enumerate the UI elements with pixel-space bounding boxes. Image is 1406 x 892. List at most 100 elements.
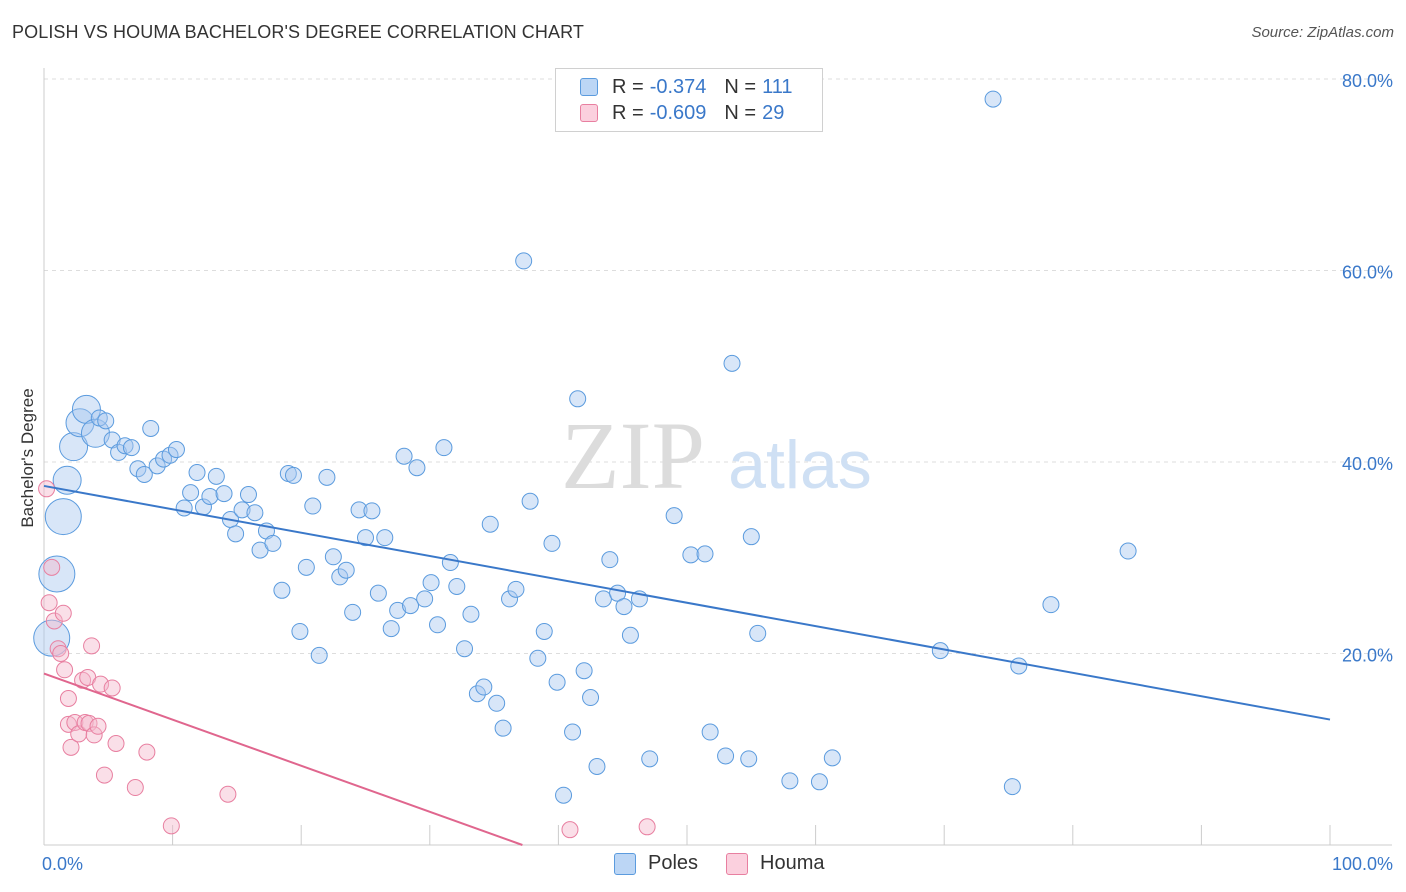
legend-r-value: -0.374 [649, 75, 707, 98]
poles-point [65, 408, 95, 438]
poles-point [33, 619, 71, 657]
poles-point [318, 468, 336, 486]
poles-point [682, 546, 700, 564]
poles-point [569, 390, 587, 408]
houma-point [54, 604, 72, 622]
poles-point [142, 419, 160, 437]
poles-point [723, 354, 741, 372]
poles-point [310, 646, 328, 664]
watermark-atlas: atlas [728, 427, 872, 503]
poles-point [369, 584, 387, 602]
houma-point [59, 690, 77, 708]
poles-point [201, 487, 219, 505]
poles-point [481, 515, 499, 533]
poles-point [382, 620, 400, 638]
houma-point [219, 785, 237, 803]
poles-trend-line [43, 484, 1331, 721]
houma-trend-line [43, 672, 523, 846]
poles-point [468, 685, 486, 703]
houma-point [85, 726, 103, 744]
poles-point [740, 750, 758, 768]
houma-point [107, 735, 125, 753]
poles-point [1042, 596, 1060, 614]
poles-point [575, 662, 593, 680]
houma-point [56, 661, 74, 679]
poles-point [161, 446, 179, 464]
watermark-zip: ZIP [561, 402, 705, 509]
poles-point [52, 465, 82, 495]
poles-point [297, 558, 315, 576]
poles-point [588, 757, 606, 775]
houma-point [103, 679, 121, 697]
legend-swatch-houma [580, 104, 598, 122]
poles-point [389, 601, 407, 619]
y-tick-label: 20.0% [1342, 646, 1393, 666]
bottom-swatch-poles [614, 852, 636, 875]
houma-point [126, 779, 144, 797]
poles-point [324, 548, 342, 566]
legend-row-poles: R = -0.374 N = 111 [580, 75, 793, 99]
gridlines [44, 78, 1392, 654]
houma-point [40, 594, 58, 612]
poles-point [97, 412, 115, 430]
houma-point [52, 645, 70, 662]
poles-point [273, 581, 291, 599]
poles-point [701, 723, 719, 741]
poles-point [363, 502, 381, 520]
poles-point [594, 590, 612, 608]
axes [43, 68, 1392, 846]
poles-point [475, 678, 493, 696]
poles-point [207, 467, 225, 485]
houma-point [162, 817, 180, 835]
poles-point [350, 501, 368, 519]
poles-point [749, 624, 767, 642]
y-tick-label: 60.0% [1342, 263, 1393, 283]
houma-point [38, 480, 56, 498]
source-label: Source: ZipAtlas.com [1251, 24, 1394, 41]
poles-point [456, 640, 474, 658]
x-tick-label: 0.0% [42, 854, 83, 874]
poles-point [515, 252, 533, 270]
poles-point [429, 616, 447, 634]
poles-point [71, 394, 101, 424]
y-tick-label: 80.0% [1342, 71, 1393, 91]
legend-r-value: -0.609 [649, 101, 707, 124]
poles-point [543, 534, 561, 552]
poles-point [116, 437, 134, 455]
houma-point [95, 766, 113, 784]
poles-point [435, 439, 453, 457]
poles-point [535, 622, 553, 640]
poles-point [422, 574, 440, 592]
houma-point [49, 640, 67, 658]
poles-point [621, 626, 639, 644]
poles-point [227, 525, 245, 543]
poles-point [246, 504, 264, 522]
poles-point [717, 747, 735, 765]
poles-point [488, 694, 506, 712]
legend-r-label: R = [612, 101, 644, 124]
tick-labels: 20.0% 40.0% 60.0% 80.0% 0.0% 100.0% [42, 71, 1393, 874]
poles-point [167, 441, 185, 459]
bottom-legend-label-poles: Poles [648, 852, 699, 874]
bottom-legend-houma: Houma [726, 852, 824, 875]
poles-point [344, 603, 362, 621]
poles-point [80, 418, 110, 448]
poles-point [462, 605, 480, 623]
poles-point [555, 786, 573, 804]
chart-title: POLISH VS HOUMA BACHELOR'S DEGREE CORREL… [12, 22, 584, 42]
poles-point [501, 590, 519, 608]
poles-point [1010, 657, 1028, 675]
poles-point [615, 598, 633, 616]
poles-point [441, 554, 459, 572]
poles-point [215, 485, 233, 503]
legend-n-label: N = [724, 75, 757, 98]
poles-point [129, 460, 147, 478]
legend-n-label: N = [724, 101, 757, 124]
poles-point [494, 719, 512, 737]
legend-swatch-poles [580, 78, 598, 96]
poles-point [110, 443, 128, 461]
poles-point [284, 466, 302, 484]
poles-point [448, 577, 466, 595]
poles-point [810, 773, 828, 791]
